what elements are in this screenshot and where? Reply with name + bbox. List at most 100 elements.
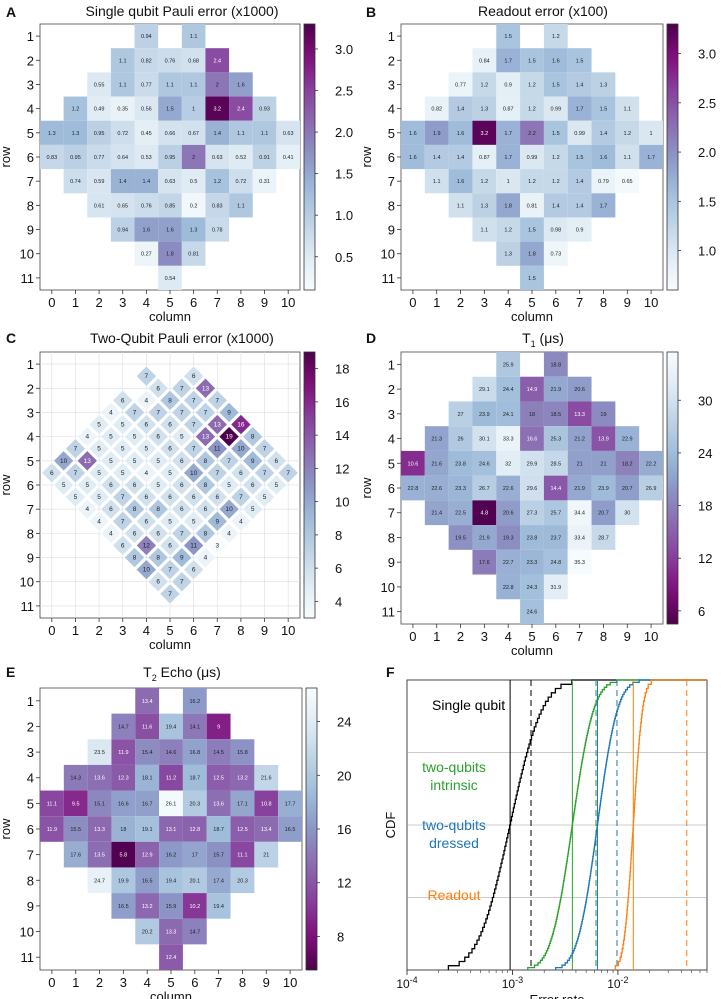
panel-d-cell-label: 22.5 bbox=[455, 511, 466, 517]
panel-e-cell bbox=[87, 816, 112, 842]
panel-c-cell bbox=[124, 498, 145, 520]
panel-d-cell-label: 26 bbox=[457, 437, 463, 443]
panel-d-cell-label: 20.6 bbox=[574, 387, 585, 393]
panel-e-x-tick: 2 bbox=[96, 975, 103, 990]
panel-d-cell-label: 18 bbox=[529, 412, 535, 418]
panel-c-cell-label: 5 bbox=[109, 434, 113, 441]
panel-c-cell-label: 8 bbox=[156, 555, 160, 562]
panel-e-y-tick: 2 bbox=[27, 719, 34, 734]
panel-e-cell bbox=[182, 841, 207, 868]
panel-a-cell-label: 1.2 bbox=[213, 179, 221, 185]
panel-c-cell-label: 8 bbox=[133, 506, 137, 513]
panel-d-cell bbox=[472, 426, 497, 451]
panel-d-y-tick: 8 bbox=[388, 530, 395, 545]
panel-d-cell-label: 19.3 bbox=[503, 535, 514, 541]
panel-c-y-tick: 2 bbox=[27, 381, 34, 396]
panel-c-cell-label: 6 bbox=[215, 494, 219, 501]
panel-b-cell bbox=[543, 217, 568, 242]
panel-b-cell bbox=[567, 96, 592, 121]
panel-c-y-tick: 3 bbox=[27, 405, 34, 420]
panel-e-cell bbox=[206, 867, 231, 894]
panel-b-cell-label: 1.4 bbox=[433, 155, 441, 161]
panel-e-title-main: T bbox=[143, 664, 152, 680]
panel-b-cell-label: 0.73 bbox=[550, 252, 561, 258]
panel-c-cell bbox=[183, 510, 204, 532]
panel-a-cell bbox=[110, 144, 135, 170]
panel-f-legend-label: two-qubits bbox=[422, 817, 486, 833]
panel-c-cell-label: 6 bbox=[156, 579, 160, 586]
panel-c-cell bbox=[171, 426, 193, 447]
panel-b-cell bbox=[472, 48, 497, 73]
panel-d-cell bbox=[567, 549, 592, 575]
panel-d-cell-label: 24.4 bbox=[503, 387, 514, 393]
panel-c-cell bbox=[147, 498, 169, 520]
panel-c-cell bbox=[136, 438, 157, 460]
panel-c-cell-label: 8 bbox=[133, 555, 137, 562]
panel-a-cell bbox=[276, 144, 300, 170]
panel-e-cell-label: 18.7 bbox=[213, 827, 224, 833]
panel-a-cell-label: 1.1 bbox=[261, 131, 269, 137]
panel-a-cell bbox=[134, 48, 159, 73]
panel-b-xlabel: column bbox=[511, 309, 553, 324]
panel-d-cell-label: 14.4 bbox=[550, 486, 561, 492]
panel-c-cell-label: 6 bbox=[133, 482, 137, 489]
panel-e-cell bbox=[159, 764, 183, 791]
panel-d-cell-label: 18.5 bbox=[550, 412, 561, 418]
panel-b-cell bbox=[615, 96, 640, 121]
panel-e-cell-label: 5.8 bbox=[120, 853, 128, 859]
panel-c-cell bbox=[124, 547, 145, 568]
panel-b-cell-label: 0.87 bbox=[503, 107, 514, 113]
panel-a-cell bbox=[181, 48, 206, 73]
panel-a-colorbar-tick: 2.5 bbox=[335, 84, 353, 99]
panel-d-cell bbox=[567, 426, 592, 451]
panel-b-cell-label: 1.5 bbox=[576, 155, 584, 161]
panel-a-cell-label: 2.4 bbox=[213, 58, 221, 64]
panel-b-cell-label: 1.5 bbox=[528, 276, 536, 282]
panel-e-cell bbox=[230, 816, 255, 842]
panel-e-cell-label: 20.3 bbox=[237, 878, 248, 884]
panel-a-cell bbox=[63, 96, 88, 121]
panel-d-cell bbox=[567, 500, 592, 526]
panel-a-cell-label: 1.1 bbox=[237, 131, 245, 137]
panel-c-cell-label: 5 bbox=[168, 470, 172, 477]
panel-e-cell-label: 10.2 bbox=[189, 904, 200, 910]
panel-c-cell-label: 4 bbox=[204, 555, 208, 562]
panel-a-cell bbox=[63, 144, 88, 170]
panel-a-cell bbox=[158, 144, 182, 170]
panel-e-cell-label: 12.4 bbox=[166, 955, 177, 961]
panel-e-cell bbox=[111, 816, 136, 842]
panel-b-colorbar-tick: 1.0 bbox=[698, 244, 716, 259]
panel-b-cell-label: 1.2 bbox=[552, 155, 560, 161]
panel-a-cell bbox=[181, 24, 206, 49]
panel-c-cell bbox=[147, 547, 169, 568]
panel-e-y-tick: 9 bbox=[27, 899, 34, 914]
panel-b-cell bbox=[472, 144, 497, 170]
panel-c-cell-label: 7 bbox=[204, 409, 208, 416]
panel-c-y-tick: 6 bbox=[27, 478, 34, 493]
panel-c-cell bbox=[242, 474, 264, 496]
panel-c-cell bbox=[136, 559, 157, 580]
panel-d-cell bbox=[615, 426, 640, 451]
panel-d-cell-label: 20.7 bbox=[598, 511, 609, 517]
panel-c-cell-label: 7 bbox=[192, 422, 196, 429]
panel-a-x-tick: 6 bbox=[190, 295, 197, 310]
panel-e-cell bbox=[111, 867, 136, 894]
panel-c-x-tick: 10 bbox=[281, 623, 295, 638]
panel-c-cell bbox=[53, 450, 74, 472]
panel-c-cell bbox=[159, 462, 181, 484]
panel-a-cell-label: 1.4 bbox=[213, 131, 221, 137]
panel-c-ylabel: row bbox=[0, 474, 13, 496]
panel-c-cell-label: 6 bbox=[145, 494, 149, 501]
panel-a-cell bbox=[181, 144, 206, 170]
panel-a-cell bbox=[110, 193, 135, 218]
panel-e-cell-label: 15.9 bbox=[166, 904, 177, 910]
panel-c-cell bbox=[195, 474, 216, 496]
panel-b-cell bbox=[472, 217, 497, 242]
panel-f-cdf: Single qubit two-qubits intrinsic two-qubit… bbox=[383, 679, 708, 999]
panel-b-cell bbox=[567, 48, 592, 73]
panel-label-a: A bbox=[6, 4, 17, 20]
panel-e-x-tick: 0 bbox=[48, 975, 55, 990]
panel-e-cell bbox=[206, 790, 231, 817]
panel-c-cell-label: 4 bbox=[227, 530, 231, 537]
panel-e-cell bbox=[135, 713, 160, 740]
